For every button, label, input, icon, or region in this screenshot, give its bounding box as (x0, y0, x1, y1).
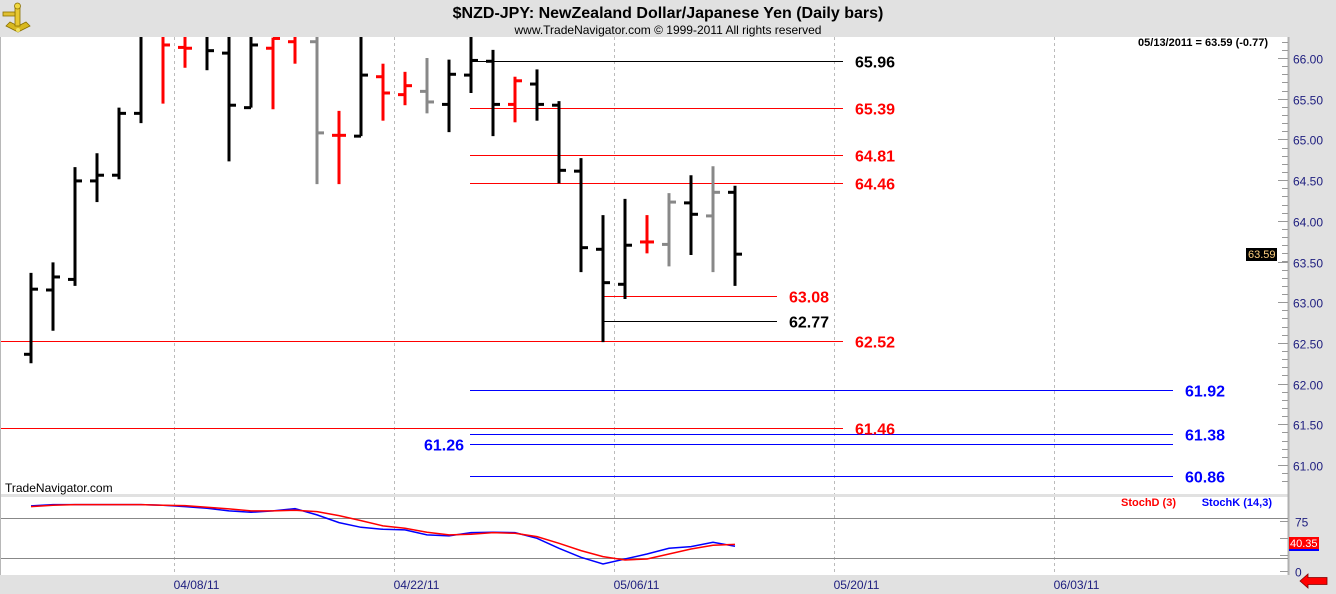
ohlc-bar (112, 107, 126, 180)
level-label: 61.38 (1185, 428, 1225, 445)
watermark-text: TradeNavigator.com (5, 481, 113, 495)
series-line (30, 503, 736, 561)
ohlc-bar (706, 166, 720, 273)
level-label: 64.46 (855, 177, 895, 194)
stoch-tick-label: 75 (1295, 515, 1309, 529)
date-axis[interactable]: 04/08/11 04/22/11 05/06/11 05/20/11 06/03/11 (174, 578, 1100, 592)
date-grid (174, 37, 1055, 575)
ohlc-bar (46, 262, 60, 331)
ohlc-bar (332, 110, 346, 185)
date-tick-label: 06/03/11 (1054, 578, 1100, 592)
price-tick-label: 61.50 (1293, 419, 1323, 433)
ohlc-bar (24, 272, 38, 364)
level-label: 65.96 (855, 55, 895, 72)
price-tick-label: 61.00 (1293, 460, 1323, 474)
date-tick-label: 04/08/11 (174, 578, 220, 592)
level-label: 65.39 (855, 102, 895, 119)
stoch-tick-label: 0 (1295, 565, 1302, 579)
level-label: 62.77 (789, 315, 829, 332)
stochastic-axis[interactable]: 75 0 (1280, 515, 1309, 579)
price-tick-label: 65.50 (1293, 94, 1323, 108)
price-levels (1, 61, 1173, 477)
date-tick-label: 05/20/11 (834, 578, 880, 592)
sextant-icon (2, 2, 31, 33)
price-panel[interactable] (0, 37, 1288, 494)
ohlc-bar (684, 175, 698, 255)
ohlc-bar (222, 37, 236, 162)
level-label: 63.08 (789, 290, 829, 307)
ohlc-bar (420, 58, 434, 114)
price-axis[interactable]: 61.00 61.50 62.00 62.50 63.00 63.50 64.00 64.50… (1278, 42, 1323, 482)
price-tick-label: 64.50 (1293, 175, 1323, 189)
price-tick-label: 64.00 (1293, 216, 1323, 230)
last-stoch-marker: 40.35 (1289, 537, 1319, 551)
ohlc-bar (530, 69, 544, 121)
last-price-marker: 63.59 (1246, 248, 1277, 261)
ohlc-bar (178, 37, 192, 68)
ohlc-bar (68, 167, 82, 286)
price-tick-label: 63.00 (1293, 297, 1323, 311)
price-tick-label: 65.00 (1293, 134, 1323, 148)
ohlc-bar (574, 158, 588, 273)
ohlc-bar (618, 198, 632, 299)
logo (2, 2, 31, 33)
ohlc-bar (464, 37, 478, 94)
ohlc-bar (310, 37, 324, 185)
last-price-label: 63.59 (1248, 249, 1276, 261)
ohlc-bar (134, 37, 143, 124)
ohlc-bar (266, 37, 280, 110)
level-label: 60.86 (1185, 470, 1225, 487)
ohlc-bar (662, 193, 676, 267)
copyright-subtitle: www.TradeNavigator.com © 1999-2011 All r… (514, 23, 822, 37)
red-left-arrow-icon[interactable] (1299, 573, 1328, 589)
ohlc-bar (486, 49, 500, 137)
ohlc-bar (376, 63, 390, 121)
ohlc-bar (161, 37, 170, 104)
stochastic-panel[interactable] (0, 497, 1288, 575)
price-tick-label: 66.00 (1293, 53, 1323, 67)
level-label: 61.92 (1185, 384, 1225, 401)
ohlc-bars (24, 37, 742, 364)
ohlc-bar (90, 153, 104, 203)
date-tick-label: 04/22/11 (394, 578, 440, 592)
status-readout: 05/13/2011 = 63.59 (-0.77) (1138, 37, 1268, 49)
level-label: 64.81 (855, 149, 895, 166)
stochastic-lines (1, 503, 1288, 565)
ohlc-bar (640, 215, 654, 254)
chart-title: $NZD-JPY: NewZealand Dollar/Japanese Yen… (453, 5, 884, 22)
price-tick-label: 62.00 (1293, 379, 1323, 393)
ohlc-bar (728, 185, 742, 286)
price-tick-label: 62.50 (1293, 338, 1323, 352)
ohlc-bar (596, 215, 610, 343)
legend-stochd: StochD (3) (1121, 497, 1176, 509)
level-label: 61.46 (855, 422, 895, 439)
ohlc-bar (288, 37, 297, 64)
level-label: 62.52 (855, 335, 895, 352)
ohlc-bar (508, 76, 522, 123)
price-tick-label: 63.50 (1293, 257, 1323, 271)
ohlc-bar (205, 37, 214, 71)
ohlc-bar (354, 37, 368, 138)
date-tick-label: 05/06/11 (614, 578, 660, 592)
last-stoch-label: 40.35 (1290, 538, 1318, 550)
ohlc-bar (442, 59, 456, 133)
price-level-labels: 65.96 65.39 64.81 64.46 63.08 62.77 62.52 61.92… (424, 55, 1225, 487)
level-label: 61.26 (424, 438, 464, 455)
legend-stochk: StochK (14,3) (1202, 497, 1273, 509)
ohlc-bar (244, 37, 258, 110)
ohlc-bar (552, 101, 566, 184)
ohlc-bar (398, 71, 412, 106)
